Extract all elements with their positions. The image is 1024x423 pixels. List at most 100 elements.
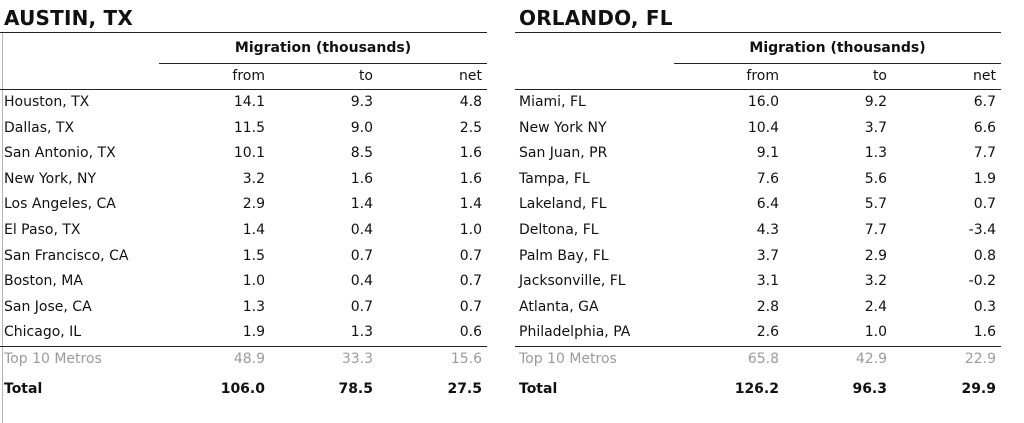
row-to: 5.6 (864, 170, 887, 187)
table-row: Atlanta, GA 2.8 2.4 0.3 (515, 295, 1001, 320)
top10-to: 42.9 (855, 351, 887, 367)
group-header: Migration (thousands) (234, 40, 412, 56)
row-from: 10.4 (747, 119, 779, 136)
row-city: Boston, MA (4, 273, 83, 290)
row-from: 3.1 (756, 273, 779, 290)
total-from: 106.0 (220, 381, 265, 397)
row-city: Tampa, FL (519, 170, 590, 187)
top10-to: 33.3 (341, 351, 373, 367)
left-border-line (2, 33, 3, 423)
row-to: 1.6 (350, 170, 373, 187)
table-row: Los Angeles, CA 2.9 1.4 1.4 (0, 192, 487, 217)
total-label: Total (4, 381, 43, 397)
total-label: Total (519, 381, 558, 397)
row-to: 7.7 (864, 222, 887, 238)
row-to: 1.3 (350, 324, 373, 341)
top10-net: 22.9 (964, 351, 996, 367)
row-net: 0.3 (973, 298, 996, 315)
table-row: Jacksonville, FL 3.1 3.2 -0.2 (515, 269, 1001, 294)
row-net: 0.6 (459, 324, 482, 341)
row-from: 7.6 (756, 170, 779, 187)
row-city: New York NY (519, 119, 607, 136)
row-from: 16.0 (747, 94, 779, 110)
summary-rule (0, 346, 487, 347)
row-from: 1.3 (242, 298, 265, 315)
row-to: 1.3 (864, 145, 887, 162)
row-from: 2.8 (756, 298, 779, 315)
row-to: 1.4 (350, 196, 373, 213)
group-rule (159, 63, 487, 64)
row-city: San Jose, CA (4, 298, 92, 315)
total-to: 78.5 (338, 381, 373, 397)
row-city: Houston, TX (4, 94, 90, 110)
row-from: 11.5 (233, 119, 265, 136)
table-row: New York NY 10.4 3.7 6.6 (515, 116, 1001, 141)
row-net: 0.7 (459, 298, 482, 315)
row-city: Chicago, IL (4, 324, 82, 341)
row-city: Jacksonville, FL (519, 273, 626, 290)
row-net: 4.8 (459, 94, 482, 110)
table-row: Boston, MA 1.0 0.4 0.7 (0, 269, 487, 294)
row-from: 4.3 (756, 222, 779, 238)
total-net: 29.9 (961, 381, 996, 397)
total-row: Total 106.0 78.5 27.5 (0, 377, 487, 402)
row-net: 1.6 (459, 145, 482, 162)
row-to: 9.3 (350, 94, 373, 110)
row-to: 5.7 (864, 196, 887, 213)
panel-title: ORLANDO, FL (519, 6, 673, 30)
row-from: 3.2 (242, 170, 265, 187)
column-header-to: to (872, 68, 887, 84)
row-net: 6.7 (973, 94, 996, 110)
table-row: Miami, FL 16.0 9.2 6.7 (515, 90, 1001, 115)
row-from: 2.6 (756, 324, 779, 341)
table-row: Palm Bay, FL 3.7 2.9 0.8 (515, 244, 1001, 269)
row-net: 0.7 (459, 273, 482, 290)
table-row: Lakeland, FL 6.4 5.7 0.7 (515, 192, 1001, 217)
row-from: 10.1 (233, 145, 265, 162)
row-net: 0.7 (459, 247, 482, 264)
total-from: 126.2 (734, 381, 779, 397)
top10-from: 65.8 (747, 351, 779, 367)
row-city: Palm Bay, FL (519, 247, 609, 264)
row-city: San Francisco, CA (4, 247, 129, 264)
row-from: 3.7 (756, 247, 779, 264)
column-header-from: from (746, 68, 779, 84)
row-net: -0.2 (968, 273, 996, 290)
row-city: Deltona, FL (519, 222, 599, 238)
row-city: Philadelphia, PA (519, 324, 631, 341)
table-row: Chicago, IL 1.9 1.3 0.6 (0, 320, 487, 345)
table-row: Philadelphia, PA 2.6 1.0 1.6 (515, 320, 1001, 345)
row-from: 9.1 (756, 145, 779, 162)
top10-from: 48.9 (233, 351, 265, 367)
table-row: Tampa, FL 7.6 5.6 1.9 (515, 167, 1001, 192)
row-to: 9.2 (864, 94, 887, 110)
column-header-to: to (358, 68, 373, 84)
column-header-from: from (232, 68, 265, 84)
row-city: San Juan, PR (519, 145, 608, 162)
row-to: 8.5 (350, 145, 373, 162)
total-to: 96.3 (852, 381, 887, 397)
row-net: 1.4 (459, 196, 482, 213)
table-row: Dallas, TX 11.5 9.0 2.5 (0, 116, 487, 141)
row-from: 1.0 (242, 273, 265, 290)
table-row: San Antonio, TX 10.1 8.5 1.6 (0, 141, 487, 166)
row-to: 0.4 (350, 273, 373, 290)
top10-net: 15.6 (450, 351, 482, 367)
total-row: Total 126.2 96.3 29.9 (515, 377, 1001, 402)
row-from: 1.5 (242, 247, 265, 264)
table-row: San Juan, PR 9.1 1.3 7.7 (515, 141, 1001, 166)
top10-label: Top 10 Metros (519, 351, 617, 367)
top10-row: Top 10 Metros 65.8 42.9 22.9 (515, 347, 1001, 372)
row-city: Miami, FL (519, 94, 586, 110)
panel-title: AUSTIN, TX (4, 6, 133, 30)
title-rule (515, 32, 1001, 33)
column-header-net: net (973, 68, 996, 84)
row-city: Lakeland, FL (519, 196, 607, 213)
row-from: 1.9 (242, 324, 265, 341)
row-city: El Paso, TX (4, 222, 81, 238)
row-net: 1.9 (973, 170, 996, 187)
row-to: 3.7 (864, 119, 887, 136)
row-from: 2.9 (242, 196, 265, 213)
table-row: Houston, TX 14.1 9.3 4.8 (0, 90, 487, 115)
row-city: Dallas, TX (4, 119, 75, 136)
